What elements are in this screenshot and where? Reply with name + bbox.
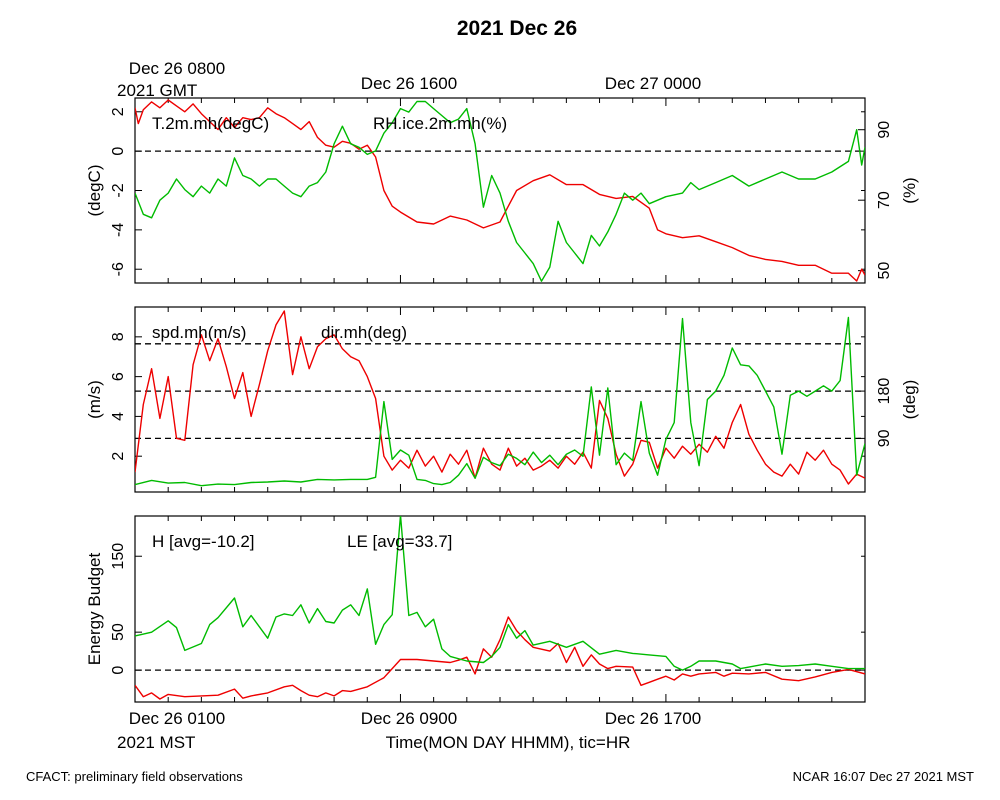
top-axis-sublabel: 2021 GMT (117, 81, 197, 100)
y2-tick-label: 180 (876, 378, 893, 405)
bottom-axis-tick-label-2: Dec 26 1700 (605, 709, 701, 728)
chart-panels: 2 0 -2 -4 -6 90 70 50 (degC) (%) T.2m.mh(degC) RH.i… (85, 97, 919, 703)
y-tick-label: 0 (110, 147, 127, 156)
y-tick-label: -2 (110, 183, 127, 197)
bottom-axis-tick-label-1: Dec 26 0900 (361, 709, 457, 728)
y-axis-label: (m/s) (85, 380, 104, 419)
legend-label: T.2m.mh(degC) (152, 114, 269, 133)
y-tick-label: -4 (110, 223, 127, 237)
footer-left: CFACT: preliminary field observations (26, 769, 243, 784)
bottom-axis-sublabel: 2021 MST (117, 733, 195, 752)
y-tick-label: 0 (110, 666, 127, 675)
y2-tick-label: 90 (876, 121, 893, 139)
chart-title: 2021 Dec 26 (457, 17, 577, 40)
y-tick-label: 8 (110, 332, 127, 341)
y2-axis-label: (%) (900, 177, 919, 203)
series-line-rh (135, 100, 865, 282)
x-axis-label: Time(MON DAY HHMM), tic=HR (386, 733, 631, 752)
y2-tick-label: 50 (876, 262, 893, 280)
legend-label: RH.ice.2m.mh(%) (373, 114, 507, 133)
series-line-dir (135, 316, 865, 487)
series-line-spd (135, 310, 865, 485)
y-tick-label: 2 (110, 452, 127, 461)
series-line-h (135, 616, 865, 700)
y-tick-label: 50 (110, 623, 127, 641)
y-tick-label: 6 (110, 372, 127, 381)
y2-tick-label: 70 (876, 191, 893, 209)
y-axis-label: (degC) (85, 165, 104, 217)
series-line-le (135, 516, 865, 671)
series-line-t (135, 99, 865, 282)
top-axis-tick-label-1: Dec 26 1600 (361, 74, 457, 93)
y-axis-label: Energy Budget (85, 552, 104, 665)
y-tick-label: 2 (110, 107, 127, 116)
y-tick-label: 150 (110, 543, 127, 570)
y-tick-label: 4 (110, 412, 127, 421)
y2-axis-label: (deg) (900, 380, 919, 420)
legend-label: H [avg=-10.2] (152, 532, 255, 551)
top-axis-tick-label-2: Dec 27 0000 (605, 74, 701, 93)
y2-tick-label: 90 (876, 429, 893, 447)
top-axis-tick-label-0: Dec 26 0800 (129, 59, 225, 78)
footer-right: NCAR 16:07 Dec 27 2021 MST (793, 769, 974, 784)
legend-label: spd.mh(m/s) (152, 323, 246, 342)
legend-label: LE [avg=33.7] (347, 532, 452, 551)
legend-label: dir.mh(deg) (321, 323, 407, 342)
y-tick-label: -6 (110, 262, 127, 276)
bottom-axis-tick-label-0: Dec 26 0100 (129, 709, 225, 728)
